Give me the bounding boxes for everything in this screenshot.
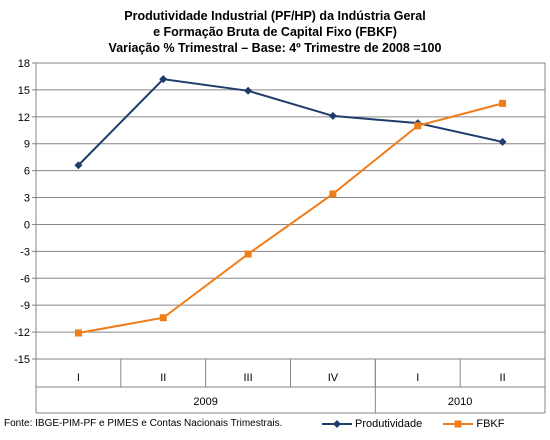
source-note: Fonte: IBGE-PIM-PF e PIMES e Contas Naci… <box>4 418 283 429</box>
legend-swatch-produtividade <box>322 420 352 428</box>
data-point-produtividade <box>328 111 337 120</box>
chart-title: Produtividade Industrial (PF/HP) da Indú… <box>0 8 550 56</box>
x-group-label: 2009 <box>193 396 217 408</box>
data-point-produtividade <box>244 86 253 95</box>
data-point-fbkf <box>244 250 252 258</box>
chart-title-line-2: e Formação Bruta de Capital Fixo (FBKF) <box>153 25 397 39</box>
y-tick-label: -3 <box>20 246 30 258</box>
data-point-fbkf <box>329 190 337 198</box>
y-tick-label: 0 <box>24 219 30 231</box>
y-tick-label: 6 <box>24 166 30 178</box>
data-point-fbkf <box>499 99 507 107</box>
data-point-produtividade <box>74 161 83 170</box>
data-point-fbkf <box>414 122 422 130</box>
x-tick-label: III <box>243 372 252 384</box>
series-line-produtividade <box>77 78 503 166</box>
legend-swatch-fbkf <box>443 420 474 428</box>
y-tick-label: -9 <box>20 300 30 312</box>
y-tick-label: 15 <box>18 85 30 97</box>
data-point-produtividade <box>159 75 168 84</box>
data-point-produtividade <box>498 137 507 146</box>
x-tick-label: II <box>160 372 166 384</box>
y-tick-label: 12 <box>18 112 30 124</box>
x-group-label: 2010 <box>448 396 472 408</box>
series-line-fbkf <box>78 102 503 334</box>
y-tick-label: 9 <box>24 139 30 151</box>
legend-label-produtividade: Produtividade <box>355 418 423 430</box>
x-tick-label: I <box>416 372 419 384</box>
data-point-fbkf <box>159 314 167 322</box>
legend-label-fbkf: FBKF <box>476 418 505 430</box>
x-tick-label: IV <box>328 372 339 384</box>
y-tick-label: -6 <box>20 273 30 285</box>
y-tick-label: -12 <box>14 327 30 339</box>
x-tick-label: II <box>500 372 506 384</box>
data-point-fbkf <box>74 329 82 337</box>
y-tick-label: 18 <box>18 58 30 70</box>
legend-item-fbkf: FBKF <box>443 418 504 430</box>
chart-title-line-3: Variação % Trimestral – Base: 4º Trimest… <box>108 41 442 55</box>
legend-item-produtividade: Produtividade <box>322 418 422 430</box>
y-tick-label: -15 <box>14 354 30 366</box>
chart-title-line-1: Produtividade Industrial (PF/HP) da Indú… <box>124 9 426 23</box>
y-tick-label: 3 <box>24 193 30 205</box>
legend: Produtividade FBKF <box>322 418 522 432</box>
x-tick-label: I <box>77 372 80 384</box>
